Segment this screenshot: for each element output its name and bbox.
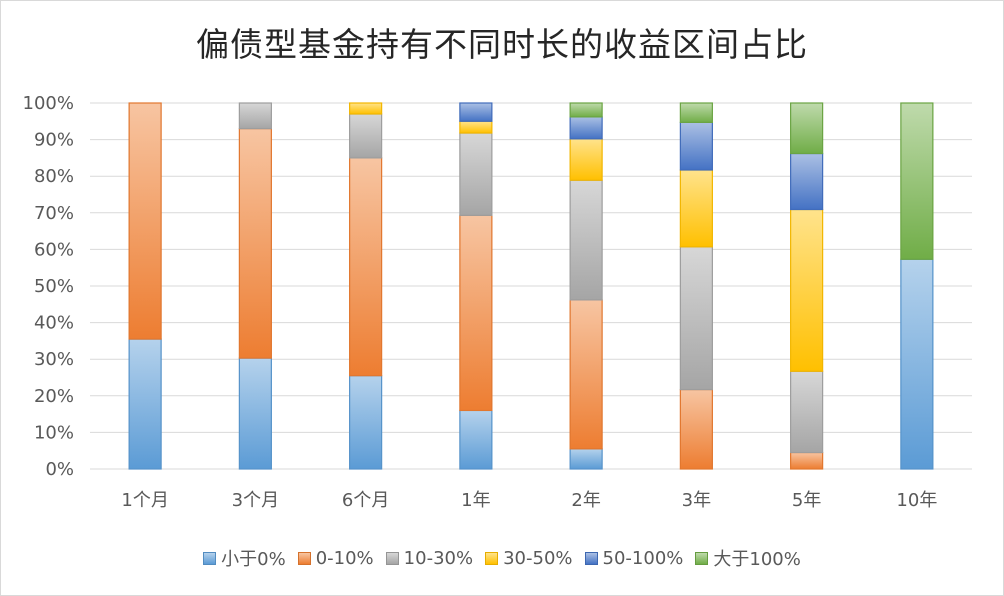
legend-label: 10-30%: [403, 547, 474, 569]
chart-title: 偏债型基金持有不同时长的收益区间占比: [196, 25, 808, 64]
bar-segment: [900, 258, 934, 470]
bar-segment: [790, 152, 824, 211]
legend-swatch: [695, 551, 709, 565]
bar-segment: [569, 299, 603, 450]
legend-item: 大于100%: [695, 545, 801, 571]
legend-swatch: [584, 551, 598, 565]
bar-segment: [569, 116, 603, 140]
x-tick-label: 5年: [792, 490, 821, 511]
bar-segment: [128, 102, 162, 340]
legend: 小于0% 0-10% 10-30% 30-50% 50-100% 大于100%: [0, 545, 1004, 571]
bar-segment: [790, 451, 824, 470]
x-tick-label: 3年: [682, 490, 711, 511]
bar-segment: [238, 102, 272, 130]
legend-item: 30-50%: [485, 547, 573, 569]
bar-segment: [349, 375, 383, 470]
legend-swatch: [485, 551, 499, 565]
bar-segment: [569, 179, 603, 301]
legend-label: 50-100%: [602, 547, 684, 569]
x-axis-ticks: 1个月 3个月 6个月 1年 2年 3年 5年 10年: [121, 490, 937, 511]
legend-item: 0-10%: [297, 547, 374, 569]
y-tick-label: 90%: [34, 130, 74, 151]
y-tick-label: 80%: [34, 166, 74, 187]
bar-segment: [679, 102, 713, 123]
x-tick-label: 10年: [896, 490, 937, 511]
bar-segment: [569, 102, 603, 118]
bar-segment: [238, 357, 272, 470]
bar-segment: [459, 102, 493, 122]
bar-segment: [679, 169, 713, 248]
bar-segment: [679, 246, 713, 391]
legend-swatch: [297, 551, 311, 565]
y-tick-label: 70%: [34, 203, 74, 224]
bar-segment: [459, 132, 493, 216]
y-tick-label: 30%: [34, 349, 74, 370]
y-tick-label: 40%: [34, 313, 74, 334]
legend-label: 小于0%: [221, 549, 286, 570]
legend-label: 30-50%: [503, 547, 573, 569]
y-tick-label: 50%: [34, 276, 74, 297]
x-tick-label: 2年: [571, 490, 600, 511]
bar-segment: [569, 448, 603, 470]
bar-segment: [349, 102, 383, 115]
bar-segment: [790, 102, 824, 155]
y-tick-label: 20%: [34, 386, 74, 407]
x-tick-label: 1个月: [121, 490, 168, 511]
bar-segment: [679, 121, 713, 171]
bar-segment: [349, 113, 383, 159]
x-tick-label: 6个月: [342, 490, 389, 511]
bar-segment: [459, 409, 493, 470]
x-tick-label: 1年: [461, 490, 490, 511]
bar-segment: [349, 157, 383, 377]
legend-swatch: [385, 551, 399, 565]
legend-item: 50-100%: [584, 547, 684, 569]
bars: [128, 102, 934, 470]
bar-segment: [238, 128, 272, 359]
x-tick-label: 3个月: [232, 490, 279, 511]
y-axis-ticks: 0% 10% 20% 30% 40% 50% 60% 70% 80% 90% 100%: [23, 93, 74, 480]
y-tick-label: 10%: [34, 422, 74, 443]
gridlines: [90, 102, 972, 470]
y-tick-label: 0%: [45, 459, 74, 480]
legend-label: 0-10%: [315, 547, 374, 569]
y-tick-label: 60%: [34, 239, 74, 260]
legend-item: 10-30%: [385, 547, 474, 569]
legend-swatch: [203, 551, 217, 565]
bar-segment: [790, 370, 824, 454]
bar-segment: [679, 388, 713, 470]
y-tick-label: 100%: [23, 93, 74, 114]
bar-segment: [128, 338, 162, 470]
legend-item: 小于0%: [203, 545, 286, 571]
bar-segment: [569, 138, 603, 181]
legend-label: 大于100%: [713, 549, 801, 570]
bar-segment: [900, 102, 934, 260]
bar-segment: [459, 120, 493, 134]
bar-segment: [790, 208, 824, 372]
bar-segment: [459, 214, 493, 412]
